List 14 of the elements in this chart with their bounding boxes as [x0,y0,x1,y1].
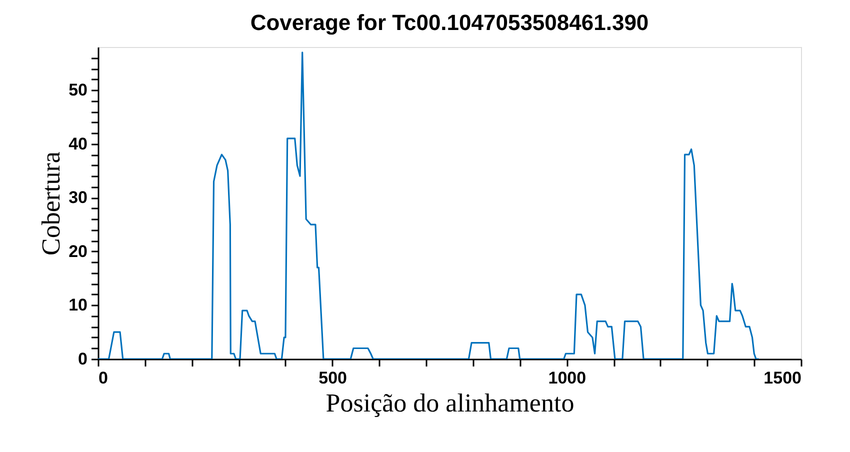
x-tick-label: 500 [318,368,348,388]
chart-title: Coverage for Tc00.1047053508461.390 [250,10,649,35]
y-tick-label: 40 [68,134,88,154]
x-tick-label: 0 [98,368,108,388]
y-tick-label: 0 [78,350,88,368]
line-series [98,52,760,359]
x-tick-label: 1500 [764,368,802,388]
y-axis-title: Cobertura [36,151,66,256]
x-tick-label: 1000 [548,368,586,388]
y-tick-label: 50 [68,80,88,100]
x-axis-title: Posição do alinhamento [326,388,574,418]
y-tick-label: 30 [68,188,88,208]
y-tick-label: 20 [68,242,88,261]
y-tick-label: 10 [68,296,88,315]
